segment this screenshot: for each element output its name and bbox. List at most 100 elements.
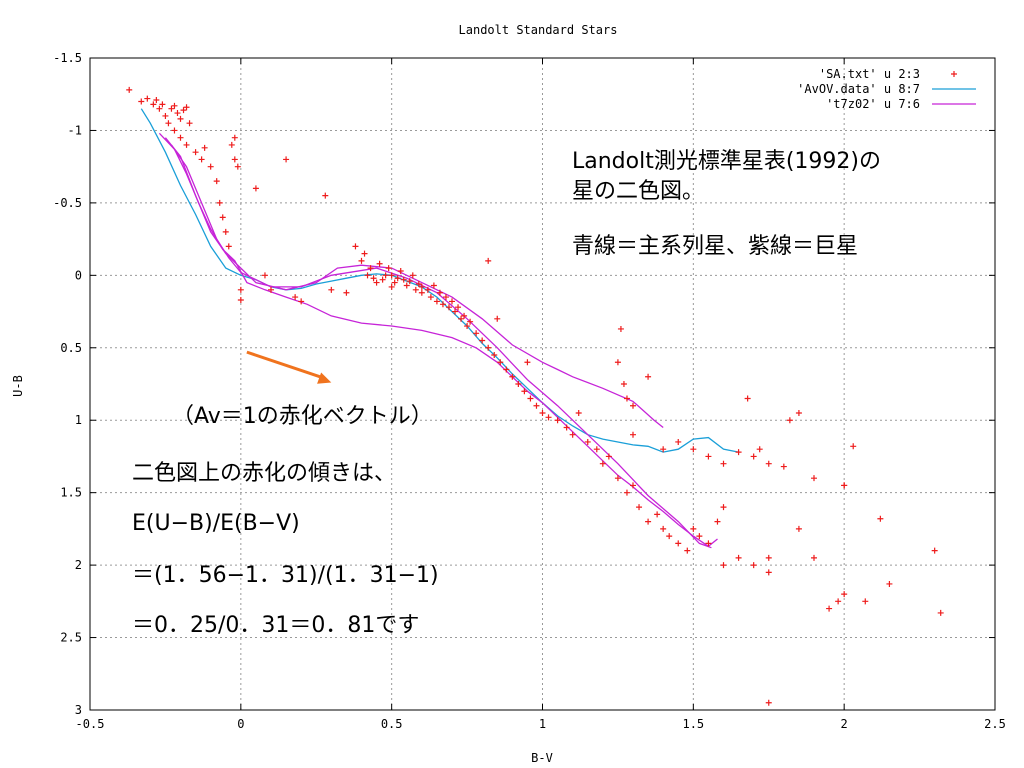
- data-point: [222, 228, 229, 235]
- data-point: [430, 282, 437, 289]
- chart-title: Landolt Standard Stars: [459, 23, 618, 37]
- data-point: [376, 260, 383, 267]
- data-point: [575, 409, 582, 416]
- data-point: [231, 134, 238, 141]
- data-point: [735, 554, 742, 561]
- data-point: [841, 482, 848, 489]
- data-point: [418, 283, 425, 290]
- data-point: [660, 446, 667, 453]
- data-point: [931, 547, 938, 554]
- data-point: [690, 446, 697, 453]
- data-point: [485, 344, 492, 351]
- data-point: [593, 446, 600, 453]
- data-point: [370, 275, 377, 282]
- data-point: [361, 250, 368, 257]
- data-point: [811, 554, 817, 561]
- data-point: [630, 482, 636, 489]
- data-point: [795, 409, 802, 416]
- data-point: [533, 402, 540, 409]
- data-point: [684, 547, 691, 554]
- data-point: [675, 540, 682, 547]
- data-point: [473, 330, 480, 337]
- data-point: [811, 475, 817, 482]
- caption-line-1: Landolt測光標準星表(1992)の: [572, 149, 881, 174]
- data-point: [479, 337, 486, 344]
- data-point: [705, 453, 712, 460]
- data-point: [394, 275, 401, 282]
- data-point: [563, 424, 570, 431]
- data-point: [452, 308, 459, 315]
- legend-label: 'SA.txt' u 2:3: [819, 67, 920, 81]
- data-point: [237, 296, 244, 303]
- x-tick-label: -0.5: [76, 717, 105, 731]
- data-point: [268, 286, 274, 293]
- data-point: [406, 278, 413, 285]
- data-point: [159, 101, 166, 108]
- data-point: [605, 453, 612, 460]
- data-point: [213, 178, 220, 185]
- data-point: [521, 388, 528, 395]
- data-point: [298, 298, 305, 305]
- data-point: [445, 304, 452, 311]
- data-point: [527, 395, 534, 402]
- data-point: [192, 149, 199, 156]
- data-point: [183, 141, 190, 148]
- data-point: [225, 243, 232, 250]
- data-point: [617, 325, 624, 332]
- data-point: [433, 298, 440, 305]
- data-point: [554, 417, 561, 424]
- data-point: [584, 438, 591, 445]
- x-tick-label: 2: [841, 717, 848, 731]
- data-point: [545, 414, 552, 421]
- data-point: [744, 395, 751, 402]
- data-point: [231, 156, 238, 163]
- data-point: [388, 272, 395, 279]
- y-tick-label: 1: [75, 413, 82, 427]
- data-point: [455, 304, 462, 311]
- series-line-2: [158, 132, 718, 548]
- data-point: [750, 562, 757, 569]
- data-point: [379, 276, 386, 283]
- data-point: [623, 395, 630, 402]
- data-point: [877, 515, 884, 522]
- data-point: [385, 265, 392, 272]
- data-point: [623, 489, 630, 496]
- legend-swatch-point: [951, 71, 957, 77]
- arrow-shaft: [246, 350, 326, 380]
- data-point: [720, 460, 727, 467]
- caption-line-3: 青線＝主系列星、紫線＝巨星: [572, 234, 859, 259]
- data-point: [780, 463, 787, 470]
- data-point: [765, 699, 772, 706]
- data-point: [156, 105, 163, 112]
- series-lines: [140, 108, 739, 549]
- data-point: [690, 525, 697, 532]
- data-point: [841, 591, 848, 598]
- data-point: [150, 101, 157, 108]
- data-point: [614, 359, 621, 366]
- slope-line-2: E(U−B)/E(B−V): [132, 511, 300, 536]
- data-point: [153, 97, 160, 104]
- y-tick-label: 3: [75, 703, 82, 717]
- data-point: [364, 272, 371, 279]
- data-point: [614, 475, 621, 482]
- data-point: [418, 289, 425, 296]
- data-point: [234, 163, 241, 170]
- legend-label: 't7z02' u 7:6: [826, 97, 920, 111]
- data-point: [503, 366, 510, 373]
- data-point: [165, 120, 172, 127]
- data-point: [400, 276, 407, 283]
- data-point: [252, 185, 259, 192]
- data-point: [198, 156, 205, 163]
- data-point: [630, 402, 636, 409]
- data-point: [464, 323, 471, 330]
- data-point: [436, 289, 443, 296]
- data-point: [539, 409, 546, 416]
- data-point: [714, 518, 721, 525]
- series-line-1: [140, 108, 739, 453]
- data-point: [675, 438, 682, 445]
- slope-line-3: ＝(1．56−1．31)/(1．31−1): [132, 563, 439, 588]
- data-point: [367, 265, 374, 272]
- data-point: [461, 312, 468, 319]
- data-point: [283, 156, 290, 163]
